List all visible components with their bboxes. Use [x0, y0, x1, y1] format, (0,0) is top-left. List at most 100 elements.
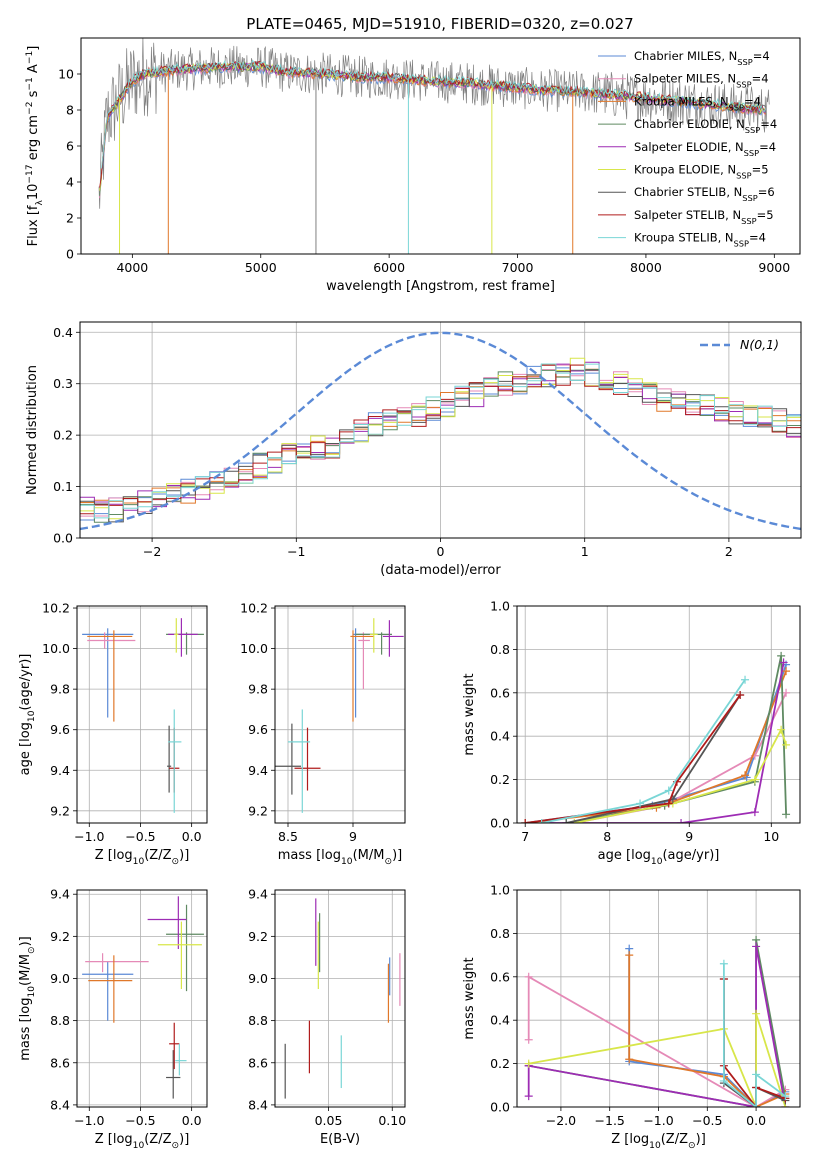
x-tick-label: 9 [349, 829, 357, 844]
text-run: log [631, 848, 651, 863]
weight-marker [782, 740, 791, 749]
text-run: )] [18, 936, 33, 946]
weight-marker [777, 725, 786, 734]
text-run: )] [179, 1132, 189, 1147]
figure-title: PLATE=0465, MJD=51910, FIBERID=0320, z=0… [246, 15, 633, 33]
legend-sub: SSP [736, 171, 751, 181]
weight-marker [562, 819, 571, 823]
y-tick-label: 9.6 [248, 722, 268, 737]
y-tick-label: 10.2 [240, 601, 268, 616]
x-axis-label: age [log10(age/yr)] [598, 848, 720, 867]
text-run: mass weight [462, 957, 477, 1039]
text-sub: ⊙ [384, 857, 392, 867]
histogram-salpeter-stelib [80, 364, 801, 515]
y-tick-label: 9.2 [248, 929, 268, 944]
weight-line-salpeter-miles [527, 975, 786, 1107]
weight-line-chabrier-miles [525, 664, 787, 823]
weight-marker [741, 771, 750, 780]
text-run: log [113, 848, 133, 863]
y-tick-label: 9.4 [50, 763, 70, 778]
text-run: mass [ [18, 1017, 33, 1060]
y-tick-label: 0.2 [490, 1056, 510, 1071]
age-vs-Z-marks [82, 618, 204, 813]
y-tick-label: 9.2 [50, 929, 70, 944]
x-tick-label: −1.5 [595, 1113, 625, 1128]
y-tick-label: 10 [58, 67, 74, 82]
legend-n: =4 [753, 49, 770, 63]
x-tick-label: 4000 [116, 260, 148, 275]
y-tick-label: 10.0 [240, 641, 268, 656]
legend-n: =6 [758, 185, 775, 199]
text-run: (data-model)/error [380, 563, 501, 578]
text-sup: −1 [25, 51, 35, 64]
text-run: (Z/Z [144, 848, 171, 863]
text-run: (M/M [18, 954, 33, 986]
legend-sub: SSP [736, 80, 751, 90]
x-tick-label: −0.5 [125, 1113, 155, 1128]
x-tick-label: 6000 [373, 260, 405, 275]
y-tick-label: 8.8 [50, 1013, 70, 1028]
legend-text: Chabrier MILES, N [634, 49, 737, 63]
x-tick-label: 0 [437, 544, 445, 559]
axes-frame [274, 605, 406, 824]
y-tick-label: 9.4 [248, 887, 268, 902]
legend-sub: SSP [744, 148, 759, 158]
text-run: Z [ [95, 848, 113, 863]
text-sup: −17 [25, 164, 35, 183]
y-axis-label: age [log10(age/yr)] [18, 654, 37, 776]
x-tick-label: 7000 [502, 260, 534, 275]
legend-text: Chabrier ELODIE, N [634, 117, 745, 131]
residual-distribution-marks [80, 331, 801, 531]
weight-marker [782, 667, 791, 676]
y-tick-label: 2 [66, 211, 74, 226]
x-tick-label: 5000 [245, 260, 277, 275]
legend-n: =4 [759, 140, 776, 154]
weight-line-kroupa-miles [525, 670, 787, 823]
text-sub: ⊙ [688, 1141, 696, 1151]
legend-sub: SSP [745, 125, 760, 135]
text-sub: ⊙ [172, 1141, 180, 1151]
legend-text: N(0,1) [740, 337, 779, 352]
y-tick-label: 0.4 [490, 729, 510, 744]
text-run: )] [392, 848, 402, 863]
text-run: mass [ [278, 848, 321, 863]
text-run: age [ [18, 742, 33, 775]
x-tick-label: 7 [521, 829, 529, 844]
y-tick-label: 0.3 [53, 376, 73, 391]
weight-line-salpeter-elodie [527, 946, 787, 1107]
legend-label: Kroupa MILES, NSSP=4 [634, 94, 761, 112]
weight-marker [524, 1035, 533, 1044]
y-tick-label: 9.0 [248, 971, 268, 986]
weight-marker [736, 690, 745, 699]
text-run: E(B-V) [320, 1132, 360, 1147]
histogram-salpeter-elodie [80, 361, 801, 511]
y-tick-label: 8.8 [248, 1013, 268, 1028]
y-tick-label: 1.0 [490, 599, 510, 614]
y-axis-label: Normed distribution [25, 365, 40, 495]
y-tick-label: 10.0 [42, 641, 70, 656]
x-tick-label: −1.0 [643, 1113, 673, 1128]
weight-line-chabrier-elodie [528, 939, 787, 1107]
histogram-kroupa-stelib [80, 363, 801, 519]
legend-label: Chabrier MILES, NSSP=4 [634, 49, 770, 67]
residual-distribution-axes: −2 −1 0 1 2 0.0 0.1 0.2 0.3 0.4 (data-model)/error… [25, 321, 802, 578]
x-tick-label: 9000 [758, 260, 790, 275]
weight-marker [750, 808, 759, 817]
weight-marker [524, 1092, 533, 1101]
text-run: log [113, 1132, 133, 1147]
legend-text: Chabrier STELIB, N [634, 185, 742, 199]
x-axis-label: mass [log10(M/M⊙)] [278, 848, 402, 867]
weight-marker [719, 1076, 728, 1085]
weight-line-kroupa-stelib [541, 679, 746, 823]
legend-sub: SSP [734, 239, 749, 249]
y-tick-label: 8.6 [50, 1055, 70, 1070]
text-run: erg cm [26, 115, 41, 164]
legend-text: Salpeter ELODIE, N [634, 140, 744, 154]
x-axis-label: (data-model)/error [380, 563, 501, 578]
text-run: (Z/Z [661, 1132, 688, 1147]
y-tick-label: 0.4 [53, 325, 73, 340]
y-tick-label: 9.4 [50, 887, 70, 902]
x-tick-label: −2.0 [546, 1113, 576, 1128]
text-run: Z [ [611, 1132, 629, 1147]
text-run: log [18, 722, 33, 742]
